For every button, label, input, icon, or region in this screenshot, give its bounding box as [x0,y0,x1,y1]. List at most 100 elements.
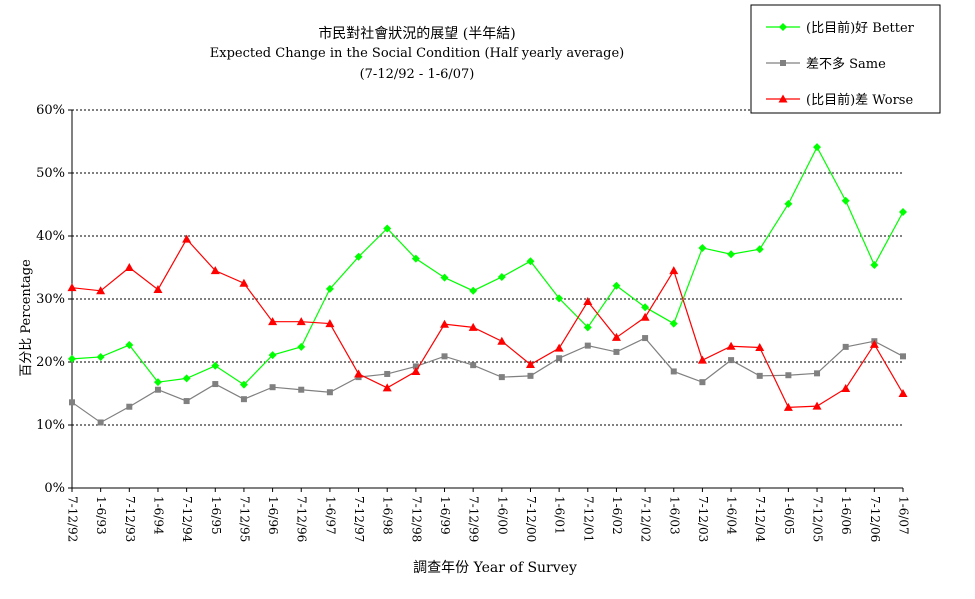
data-point [125,340,134,349]
data-point [583,297,593,306]
x-tick-label: 7-12/05 [811,496,825,542]
data-point [842,343,849,350]
data-point [813,143,822,152]
series [68,143,907,389]
data-point [498,374,505,381]
data-point [239,380,248,389]
series [69,335,906,426]
data-point [470,362,477,369]
data-point [268,317,278,326]
data-point [670,368,677,375]
y-tick-label: 50% [36,166,65,181]
data-point [870,260,879,269]
x-tick-label: 7-12/01 [581,496,595,542]
x-tick-label: 7-12/04 [753,496,767,543]
data-point [153,285,163,294]
data-point [440,319,450,328]
data-point [210,266,220,275]
data-point [611,332,621,341]
legend-box [750,4,941,114]
data-point [641,303,650,312]
data-point [153,378,162,387]
data-point [812,401,822,410]
x-tick-label: 1-6/00 [495,496,509,535]
y-tick-label: 60% [36,103,65,118]
x-tick-label: 7-12/92 [66,496,80,542]
x-tick-label: 7-12/94 [180,496,194,543]
x-tick-label: 7-12/98 [409,496,423,542]
data-point [755,343,765,352]
data-point [126,403,133,410]
legend-label: 差不多 Same [806,56,886,72]
data-point [555,294,564,303]
data-point [869,339,879,348]
x-tick-label: 7-12/00 [524,496,538,542]
data-point [468,322,478,331]
data-point [669,266,679,275]
data-point [382,383,392,392]
data-point [583,323,592,332]
x-tick-label: 1-6/03 [667,496,681,535]
data-point [96,352,105,361]
data-point [669,319,678,328]
x-tick-label: 1-6/95 [209,496,223,535]
data-point [384,370,391,377]
x-tick-label: 7-12/93 [123,496,137,542]
x-tick-label: 1-6/94 [151,496,165,535]
data-point [697,355,707,364]
data-point [698,243,707,252]
title-line-1: 市民對社會狀況的展望 (半年結) [318,25,515,42]
x-tick-label: 1-6/06 [839,496,853,535]
data-point [298,386,305,393]
legend: (比目前)好 Better 差不多 Same (比目前)差 Worse [750,4,941,114]
data-point [325,319,335,328]
y-tick-label: 10% [36,418,65,433]
legend-marker [780,60,786,66]
data-point [728,357,735,364]
data-point [556,355,563,362]
legend-marker [778,94,788,103]
x-tick-label: 7-12/95 [237,496,251,542]
data-point [411,366,421,375]
data-point [469,286,478,295]
x-tick-label: 7-12/03 [696,496,710,542]
plot-area: 0% 10% 20% 30% 40% 50% 60% 7-12/92 1-6/93 7-12/93… [36,103,910,543]
data-point [783,402,793,411]
x-tick-label: 7-12/02 [639,496,653,542]
data-point [182,234,192,243]
x-tick-label: 1-6/97 [323,496,337,535]
data-point [699,379,706,386]
data-point [354,369,364,378]
x-tick-label: 1-6/05 [782,496,796,535]
data-point [211,361,220,370]
data-point [412,363,419,370]
data-point [268,351,277,360]
data-point [212,381,219,388]
x-tick-label: 1-6/99 [438,496,452,535]
data-point [900,353,906,360]
x-axis-label: 調查年份 Year of Survey [413,560,577,576]
data-point [326,389,333,396]
data-point [841,196,850,205]
data-point [497,336,507,345]
data-point [441,353,448,360]
x-tick-label: 7-12/99 [467,496,481,542]
data-point [640,312,650,321]
chart-title: 市民對社會狀況的展望 (半年結) Expected Change in the … [210,25,624,82]
data-point [96,286,106,295]
title-line-2: Expected Change in the Social Condition … [210,46,624,61]
x-tick-label: 1-6/02 [610,496,624,535]
y-tick-label: 40% [36,229,65,244]
data-point [554,343,564,352]
data-point [97,419,104,426]
legend-label: (比目前)差 Worse [806,92,913,108]
x-tick-label: 1-6/93 [94,496,108,535]
y-tick-label: 30% [36,292,65,307]
data-point [726,341,736,350]
data-point [755,245,764,254]
data-point [784,199,793,208]
data-point [67,283,77,292]
data-point [182,374,191,383]
data-point [527,372,534,379]
